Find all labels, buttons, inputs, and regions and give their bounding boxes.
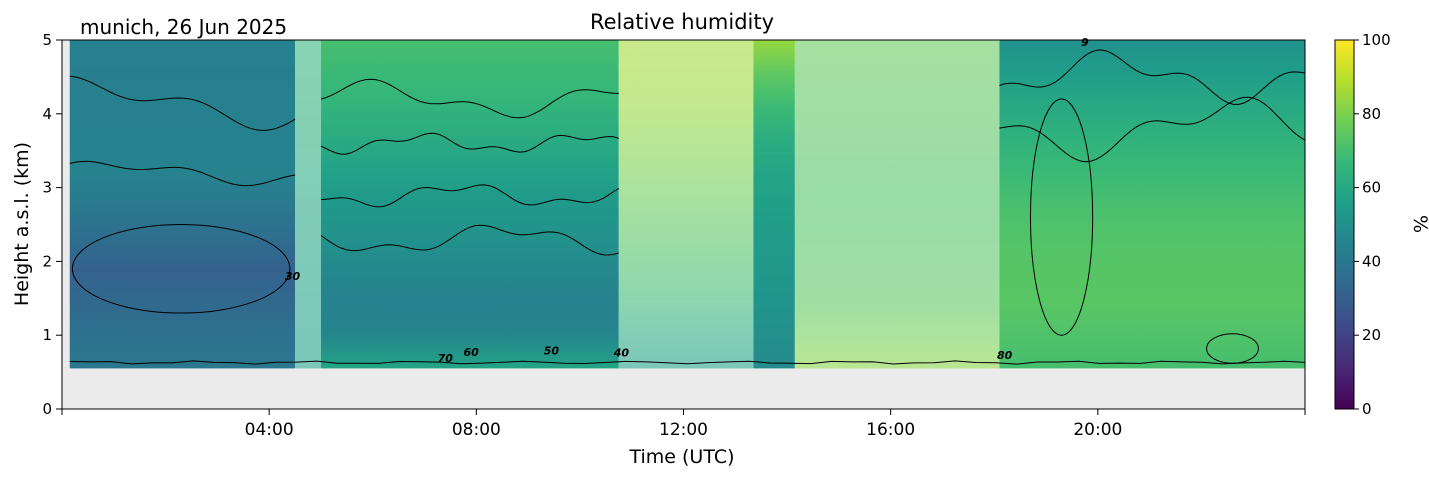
humidity-segment [999,40,1305,369]
y-tick-label: 4 [42,105,52,123]
colorbar-tick-label: 0 [1362,400,1372,418]
x-axis-label: Time (UTC) [628,446,734,468]
contour-line [320,224,619,256]
humidity-segment [753,40,795,369]
location-date: munich, 26 Jun 2025 [80,15,287,39]
colorbar-tick-label: 100 [1362,31,1391,49]
contour-line [69,75,296,131]
contour-line [69,360,1306,365]
y-tick-label: 2 [42,252,52,270]
contour-line [1206,333,1259,364]
contour-line [999,49,1306,105]
y-tick-label: 0 [42,400,52,418]
contour-label: 80 [997,349,1013,362]
colorbar [1334,39,1355,410]
y-axis: 0 1 2 3 4 5 [42,31,62,418]
contour-line [1030,98,1094,336]
colorbar-tick-label: 80 [1362,105,1381,123]
contour-label: 40 [613,347,630,360]
contour-label: 30 [285,270,301,283]
shaded-period [618,40,754,369]
x-tick-label: 16:00 [866,420,915,440]
humidity-segment [69,40,296,369]
contour-label: 9 [1081,36,1089,49]
shaded-periods [295,40,1000,369]
y-tick-label: 3 [42,179,52,197]
contour-line [69,160,296,187]
humidity-segment [794,40,1000,369]
colorbar-label: % [1409,215,1429,233]
contour-line [71,224,291,314]
contour-line [320,132,619,155]
colorbar-tick-label: 60 [1362,179,1381,197]
y-axis-label: Height a.s.l. (km) [11,142,33,306]
x-tick-label: 04:00 [245,420,294,440]
contour-label: 60 [463,346,479,359]
contour-label: 70 [438,352,454,365]
x-tick-label: 08:00 [452,420,501,440]
contour-line [320,184,620,208]
contour-lines [69,49,1306,365]
chart-title: Relative humidity [590,10,774,34]
contour-labels: 30 70 60 50 40 80 9 [285,36,1089,365]
humidity-segment [295,40,321,369]
contour-line [320,78,619,119]
humidity-segment [618,40,754,369]
colorbar-tick-label: 20 [1362,326,1381,344]
contour-line [999,96,1306,163]
humidity-segment [320,40,619,369]
contour-label: 50 [544,344,560,357]
colorbar-ticks: 0 20 40 60 80 100 [1354,31,1391,418]
shaded-period [295,40,321,369]
humidity-field [62,40,1305,409]
x-tick-label: 12:00 [659,420,708,440]
y-tick-label: 1 [42,326,52,344]
colorbar-tick-label: 40 [1362,252,1381,270]
x-axis: 04:00 08:00 12:00 16:00 20:00 [61,409,1306,440]
shaded-period [794,40,1000,369]
x-tick-label: 20:00 [1073,420,1122,440]
y-tick-label: 5 [42,31,52,49]
